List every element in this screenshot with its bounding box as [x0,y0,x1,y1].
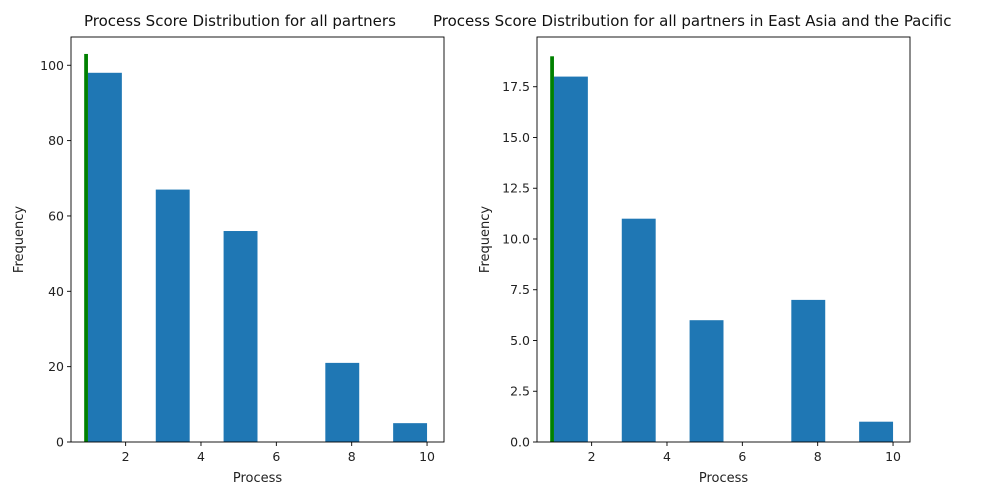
x-axis-label: Process [233,471,283,486]
bar-s1-1 [87,72,122,442]
bar-s1-1 [553,76,588,442]
bar-s1-3 [621,218,656,442]
x-tick-label: 6 [272,449,280,464]
y-tick-label: 80 [48,133,64,148]
y-tick-label: 15.0 [502,130,530,145]
y-tick-label: 60 [48,208,64,223]
y-tick-label: 20 [48,359,64,374]
bar-s1-10 [393,423,428,442]
x-tick-label: 10 [419,449,435,464]
x-tick-label: 2 [122,449,130,464]
x-axis-label: Process [699,471,749,486]
chart-title: Process Score Distribution for all partn… [433,12,952,30]
bar-s2-1 [550,56,554,442]
chart-title: Process Score Distribution for all partn… [84,12,396,30]
x-tick-label: 6 [738,449,746,464]
chart-panel-1: 2 4 6 8 10020406080100ProcessFrequencyProces… [12,12,445,486]
y-tick-label: 40 [48,284,64,299]
y-tick-label: 7.5 [510,282,530,297]
axes-frame [536,36,911,443]
chart-panel-2: 2 4 6 8 10 0.0 2.5 5.0 7.5 10.0 12.5 15.0 17.5 Proces… [433,12,952,486]
y-tick-label: 17.5 [502,79,530,94]
y-axis-label: Frequency [12,206,27,273]
y-tick-label: 5.0 [510,333,530,348]
bar-s1-10 [859,421,894,442]
bar-s1-8 [325,362,360,442]
y-axis-label: Frequency [478,206,493,273]
bar-s1-3 [155,189,190,442]
bar-s1-5 [223,231,258,442]
y-tick-label: 100 [40,58,64,73]
y-tick-label: 12.5 [502,181,530,196]
bar-s2-1 [84,53,88,442]
y-tick-label: 0 [56,435,64,450]
x-tick-label: 4 [663,449,671,464]
y-tick-label: 10.0 [502,231,530,246]
x-tick-label: 2 [588,449,596,464]
y-tick-label: 0.0 [510,435,530,450]
bar-s1-5 [689,320,724,442]
x-tick-label: 8 [348,449,356,464]
axes-frame [70,36,445,443]
y-tick-label: 2.5 [510,384,530,399]
x-tick-label: 4 [197,449,205,464]
x-tick-label: 8 [814,449,822,464]
x-tick-label: 10 [885,449,901,464]
bar-s1-8 [791,299,826,442]
